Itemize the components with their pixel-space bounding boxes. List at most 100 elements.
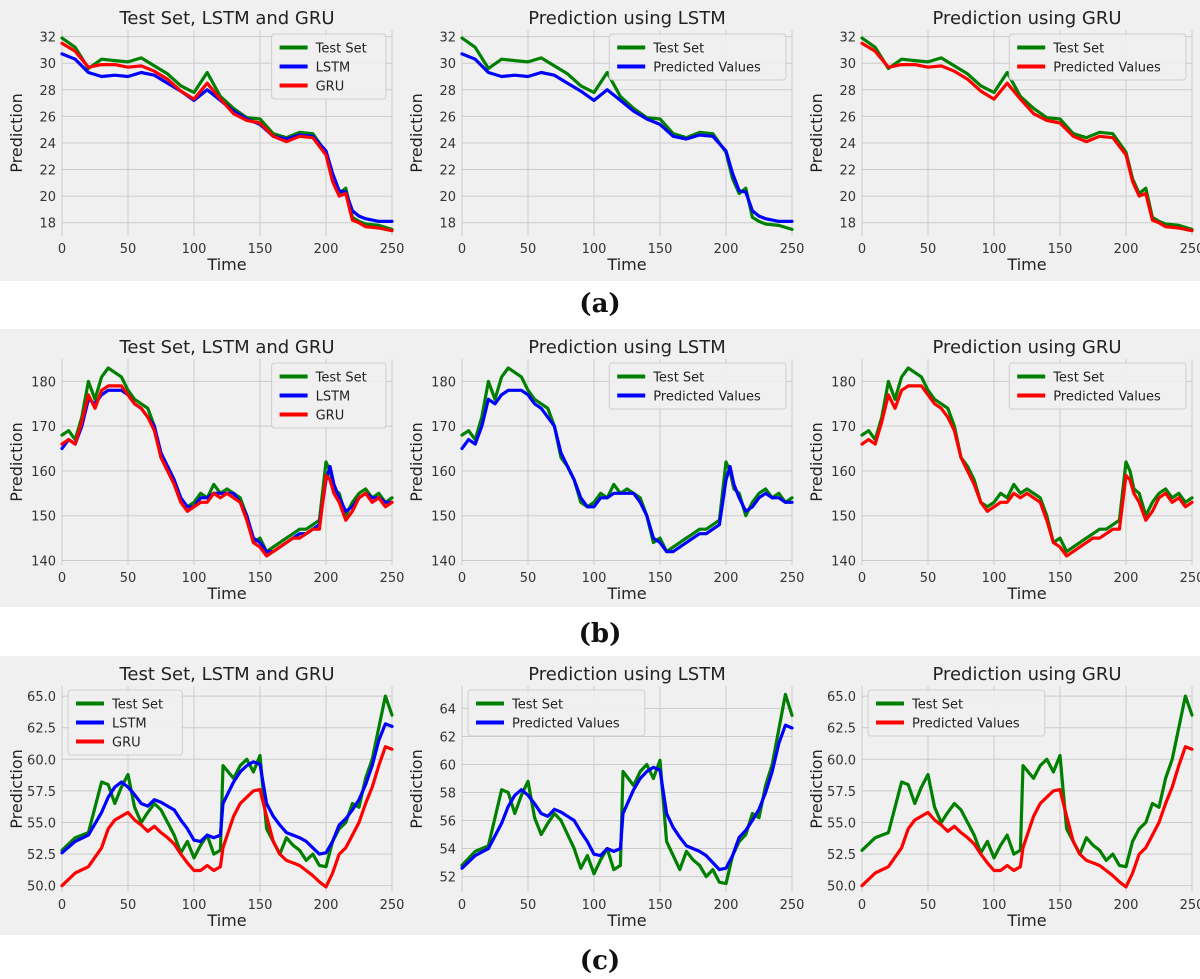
legend-box bbox=[67, 689, 183, 756]
x-tick-label: 250 bbox=[380, 242, 405, 257]
legend-label: GRU bbox=[316, 409, 345, 424]
y-tick-label: 18 bbox=[839, 217, 856, 232]
legend-label: Predicted Values bbox=[1053, 61, 1161, 76]
x-tick-label: 100 bbox=[182, 898, 207, 913]
y-tick-label: 26 bbox=[439, 110, 456, 125]
legend-label: Test Set bbox=[1052, 371, 1104, 386]
series-line-gru bbox=[60, 745, 394, 889]
x-tick-label: 100 bbox=[582, 242, 607, 257]
series-line-predicted-values bbox=[460, 52, 794, 223]
x-tick-label: 0 bbox=[458, 898, 466, 913]
y-tick-label: 150 bbox=[431, 510, 456, 525]
y-tick-label: 180 bbox=[831, 375, 856, 390]
y-tick-label: 32 bbox=[39, 31, 56, 46]
x-tick-label: 150 bbox=[648, 242, 673, 257]
y-axis-label: Prediction bbox=[407, 422, 426, 501]
y-tick-label: 170 bbox=[831, 420, 856, 435]
chart-b2: 0 50 100 150 200 250 140 150 160 170 180 Prediction… bbox=[407, 337, 804, 603]
y-tick-label: 55.0 bbox=[827, 816, 856, 831]
x-tick-label: 200 bbox=[714, 242, 739, 257]
x-axis-label: Time bbox=[206, 255, 246, 274]
legend-label: Predicted Values bbox=[512, 717, 620, 732]
x-tick-label: 200 bbox=[314, 242, 339, 257]
legend-label: LSTM bbox=[112, 717, 147, 732]
series-line-lstm bbox=[60, 388, 394, 554]
chart-title: Test Set, LSTM and GRU bbox=[118, 337, 334, 358]
x-tick-label: 50 bbox=[120, 898, 137, 913]
chart-b3: 0 50 100 150 200 250 140 150 160 170 180 Prediction… bbox=[807, 337, 1200, 603]
y-tick-label: 55.0 bbox=[27, 816, 56, 831]
series-line-gru bbox=[60, 384, 394, 558]
legend-label: Test Set bbox=[1052, 42, 1104, 57]
x-tick-label: 150 bbox=[248, 242, 273, 257]
y-tick-label: 60.0 bbox=[27, 753, 56, 768]
y-tick-label: 65.0 bbox=[827, 690, 856, 705]
x-tick-label: 0 bbox=[858, 242, 866, 257]
y-tick-label: 62 bbox=[439, 730, 456, 745]
legend-box bbox=[271, 33, 387, 100]
x-tick-label: 250 bbox=[380, 571, 405, 586]
y-tick-label: 26 bbox=[839, 110, 856, 125]
y-tick-label: 22 bbox=[39, 164, 56, 179]
chart-a1: 0 50 100 150 200 250 18 20 22 24 26 28 30 32 Test Set,… bbox=[7, 8, 404, 274]
x-tick-label: 250 bbox=[780, 898, 805, 913]
legend-label: Test Set bbox=[652, 371, 704, 386]
legend-label: Test Set bbox=[111, 698, 163, 713]
x-tick-label: 0 bbox=[458, 571, 466, 586]
y-tick-label: 20 bbox=[839, 190, 856, 205]
y-tick-label: 30 bbox=[39, 57, 56, 72]
x-tick-label: 100 bbox=[182, 242, 207, 257]
x-tick-label: 50 bbox=[920, 571, 937, 586]
y-tick-label: 170 bbox=[431, 420, 456, 435]
y-tick-label: 52.5 bbox=[27, 848, 56, 863]
legend-label: Predicted Values bbox=[653, 61, 761, 76]
y-tick-label: 180 bbox=[31, 375, 56, 390]
legend: Test Set Predicted Values bbox=[1008, 362, 1187, 410]
y-tick-label: 20 bbox=[39, 190, 56, 205]
y-tick-label: 26 bbox=[39, 110, 56, 125]
legend-label: LSTM bbox=[316, 390, 351, 405]
series-line-test-set bbox=[860, 694, 1194, 869]
y-tick-label: 64 bbox=[439, 702, 456, 717]
chart-title: Prediction using LSTM bbox=[528, 337, 725, 358]
x-tick-label: 0 bbox=[58, 898, 66, 913]
x-tick-label: 0 bbox=[58, 242, 66, 257]
y-axis-label: Prediction bbox=[7, 422, 26, 501]
legend-label: LSTM bbox=[316, 61, 351, 76]
legend: Test Set Predicted Values bbox=[467, 689, 646, 737]
y-tick-label: 160 bbox=[831, 465, 856, 480]
y-tick-label: 30 bbox=[839, 57, 856, 72]
y-tick-label: 50.0 bbox=[827, 880, 856, 895]
x-tick-label: 150 bbox=[248, 898, 273, 913]
x-axis-label: Time bbox=[1006, 584, 1046, 603]
chart-a3: 0 50 100 150 200 250 18 20 22 24 26 28 30 32 Predictio… bbox=[807, 8, 1200, 274]
y-tick-label: 54 bbox=[439, 843, 456, 858]
x-tick-label: 150 bbox=[248, 571, 273, 586]
x-tick-label: 100 bbox=[982, 898, 1007, 913]
y-axis-label: Prediction bbox=[407, 749, 426, 828]
y-tick-label: 140 bbox=[431, 555, 456, 570]
y-axis-label: Prediction bbox=[7, 93, 26, 172]
x-tick-label: 0 bbox=[458, 242, 466, 257]
x-tick-label: 50 bbox=[120, 242, 137, 257]
x-tick-label: 250 bbox=[780, 571, 805, 586]
legend-box bbox=[867, 689, 1046, 737]
y-tick-label: 32 bbox=[439, 31, 456, 46]
y-tick-label: 160 bbox=[31, 465, 56, 480]
series-line-test-set bbox=[860, 366, 1194, 554]
x-tick-label: 250 bbox=[1180, 242, 1200, 257]
y-tick-label: 140 bbox=[31, 555, 56, 570]
legend-label: Test Set bbox=[315, 371, 367, 386]
legend-label: Test Set bbox=[911, 698, 963, 713]
x-tick-label: 50 bbox=[920, 242, 937, 257]
series-line-test-set bbox=[60, 694, 394, 869]
x-tick-label: 0 bbox=[858, 571, 866, 586]
series-line-predicted-values bbox=[460, 723, 794, 872]
chart-c1: 0 50 100 150 200 250 50.0 52.5 55.0 57.5 60.0 62.5 6… bbox=[7, 664, 404, 930]
y-tick-label: 56 bbox=[439, 815, 456, 830]
x-tick-label: 50 bbox=[520, 571, 537, 586]
legend-label: Predicted Values bbox=[653, 390, 761, 405]
series-line-lstm bbox=[60, 722, 394, 856]
y-tick-label: 60.0 bbox=[827, 753, 856, 768]
